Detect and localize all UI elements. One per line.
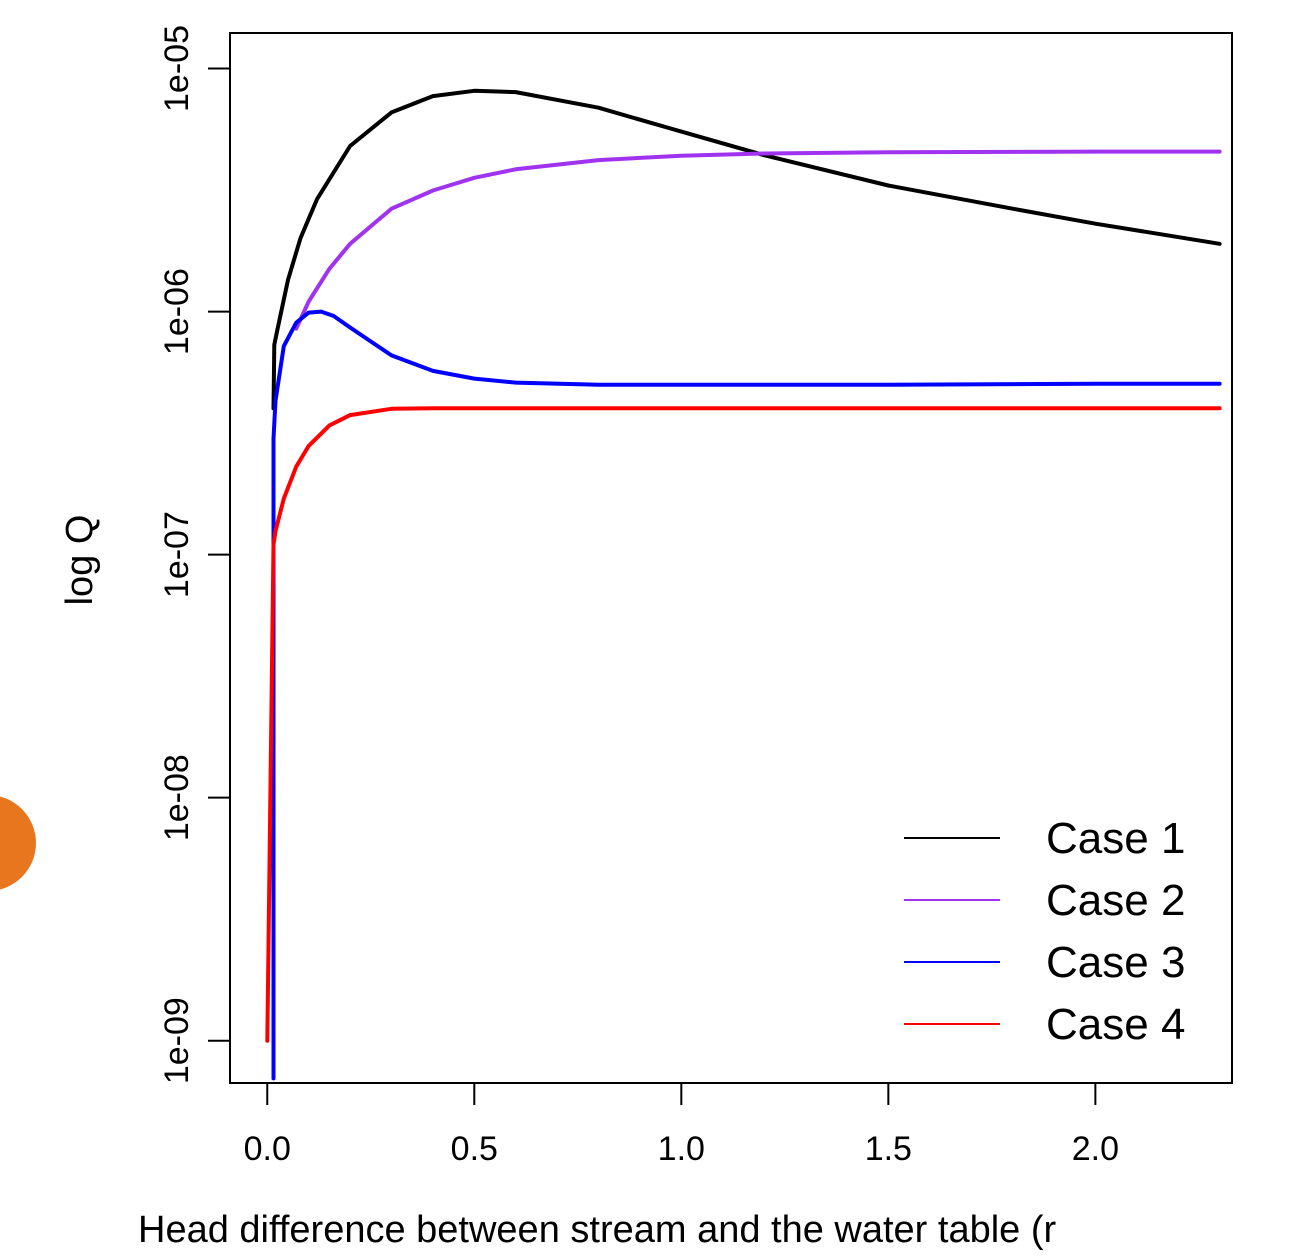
legend-label-case-4: Case 4	[1046, 1000, 1185, 1049]
y-axis: 1e-09 1e-08 1e-07 1e-06 1e-05	[158, 25, 230, 1084]
x-tick-label: 1.5	[865, 1130, 912, 1168]
plot-frame	[229, 32, 1233, 1084]
orange-circle-decoration	[0, 796, 36, 890]
x-axis: 0.0 0.5 1.0 1.5 2.0	[244, 1083, 1119, 1168]
y-axis-label: log Q	[59, 515, 101, 606]
legend-label-case-2: Case 2	[1046, 876, 1185, 925]
legend-label-case-3: Case 3	[1046, 938, 1185, 987]
series-line-case-1	[271, 88, 1222, 411]
series-line-case-4	[265, 406, 1222, 1043]
legend-label-case-1: Case 1	[1046, 814, 1185, 863]
y-tick-label: 1e-09	[158, 997, 196, 1084]
series-layer	[265, 88, 1222, 1081]
y-tick-label: 1e-08	[158, 754, 196, 841]
y-tick-label: 1e-06	[158, 268, 196, 355]
y-tick-label: 1e-07	[158, 511, 196, 598]
series-line-case-3	[271, 309, 1222, 1081]
series-line-case-2	[294, 149, 1222, 331]
x-tick-label: 0.0	[244, 1130, 291, 1168]
y-tick-label: 1e-05	[158, 25, 196, 112]
x-tick-label: 0.5	[451, 1130, 498, 1168]
legend: Case 1 Case 2 Case 3 Case 4	[904, 814, 1185, 1049]
x-tick-label: 1.0	[658, 1130, 705, 1168]
x-tick-label: 2.0	[1072, 1130, 1119, 1168]
x-axis-label: Head difference between stream and the w…	[138, 1209, 1057, 1251]
